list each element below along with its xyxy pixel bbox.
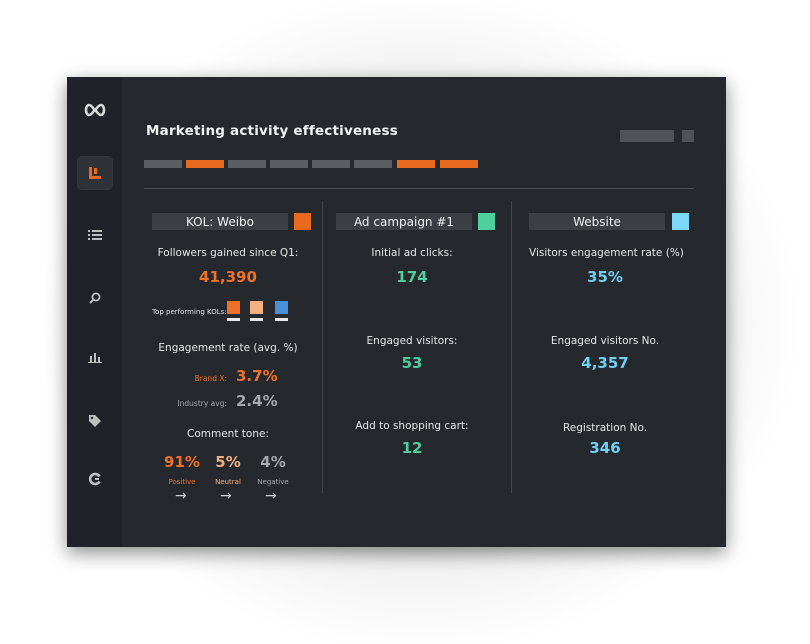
tab-3[interactable]: [228, 160, 266, 168]
visitors-engagement-label: Visitors engagement rate (%): [529, 247, 684, 259]
tone-positive-arrow-icon[interactable]: →: [175, 488, 187, 504]
ad-campaign-color-swatch: [478, 213, 495, 230]
sidebar-item-dashboard[interactable]: [67, 153, 122, 193]
engaged-visitors-no-label: Engaged visitors No.: [550, 335, 660, 347]
app-window: Marketing activity effectiveness KOL: We…: [67, 77, 726, 547]
tone-positive-label: Positive: [168, 478, 196, 486]
tab-6[interactable]: [354, 160, 392, 168]
tone-neutral-value: 5%: [215, 453, 241, 471]
engagement-label: Engagement rate (avg. %): [158, 342, 298, 354]
header-control-bar[interactable]: [620, 130, 674, 142]
comment-tone-label: Comment tone:: [187, 428, 269, 440]
shopping-cart-label: Add to shopping cart:: [355, 420, 469, 432]
tone-neutral-label: Neutral: [215, 478, 241, 486]
industry-label: Industry avg:: [177, 399, 227, 408]
tone-negative-arrow-icon[interactable]: →: [265, 488, 277, 504]
kol-underline: [250, 318, 263, 321]
column-divider: [322, 201, 323, 493]
tag-icon: [88, 415, 101, 427]
engaged-visitors-label: Engaged visitors:: [366, 335, 458, 347]
search-icon: [88, 292, 100, 304]
brand-value: 3.7%: [236, 367, 278, 385]
sidebar-item-search[interactable]: [67, 278, 122, 318]
tone-negative-value: 4%: [260, 453, 286, 471]
list-icon: [87, 230, 102, 240]
kol-color-swatch: [294, 213, 311, 230]
ad-clicks-value: 174: [396, 268, 428, 286]
brand-label: Brand X:: [194, 374, 227, 383]
visitors-engagement-value: 35%: [587, 268, 623, 286]
page-title: Marketing activity effectiveness: [146, 123, 398, 139]
industry-value: 2.4%: [236, 392, 278, 410]
kol-underline: [275, 318, 288, 321]
sidebar-item-refresh[interactable]: [67, 459, 122, 499]
followers-label: Followers gained since Q1:: [157, 247, 299, 259]
website-header: Website: [529, 213, 665, 230]
tone-negative-label: Negative: [257, 478, 289, 486]
app-logo[interactable]: [67, 90, 122, 130]
ad-campaign-header: Ad campaign #1: [336, 213, 472, 230]
top-kols-label: Top performing KOLs:: [152, 308, 227, 316]
ad-clicks-label: Initial ad clicks:: [371, 247, 453, 259]
followers-value: 41,390: [199, 268, 257, 286]
tab-2[interactable]: [186, 160, 224, 168]
kol-avatar-3[interactable]: [275, 301, 288, 314]
sidebar: [67, 77, 122, 547]
tab-8[interactable]: [440, 160, 478, 168]
layout-icon: [88, 167, 101, 179]
registration-label: Registration No.: [562, 422, 648, 434]
tone-positive-value: 91%: [164, 453, 200, 471]
header-divider: [144, 188, 694, 189]
sidebar-item-analytics[interactable]: [67, 337, 122, 377]
column-divider: [511, 201, 512, 493]
registration-value: 346: [589, 439, 621, 457]
tab-1[interactable]: [144, 160, 182, 168]
engaged-visitors-no-value: 4,357: [581, 354, 629, 372]
tab-4[interactable]: [270, 160, 308, 168]
kol-avatar-1[interactable]: [227, 301, 240, 314]
header-control-square[interactable]: [682, 130, 694, 142]
tone-neutral-arrow-icon[interactable]: →: [220, 488, 232, 504]
kol-header: KOL: Weibo: [152, 213, 288, 230]
tab-5[interactable]: [312, 160, 350, 168]
infinity-logo-icon: [84, 103, 105, 117]
shopping-cart-value: 12: [401, 439, 423, 457]
website-color-swatch: [672, 213, 689, 230]
engaged-visitors-value: 53: [401, 354, 423, 372]
bar-chart-icon: [87, 353, 102, 363]
kol-avatar-2[interactable]: [250, 301, 263, 314]
sidebar-item-list[interactable]: [67, 215, 122, 255]
sidebar-active-box: [77, 157, 112, 189]
tab-7[interactable]: [397, 160, 435, 168]
main-panel: Marketing activity effectiveness KOL: We…: [122, 77, 726, 547]
sidebar-item-tags[interactable]: [67, 401, 122, 441]
kol-underline: [227, 318, 240, 321]
refresh-icon: [88, 472, 101, 486]
